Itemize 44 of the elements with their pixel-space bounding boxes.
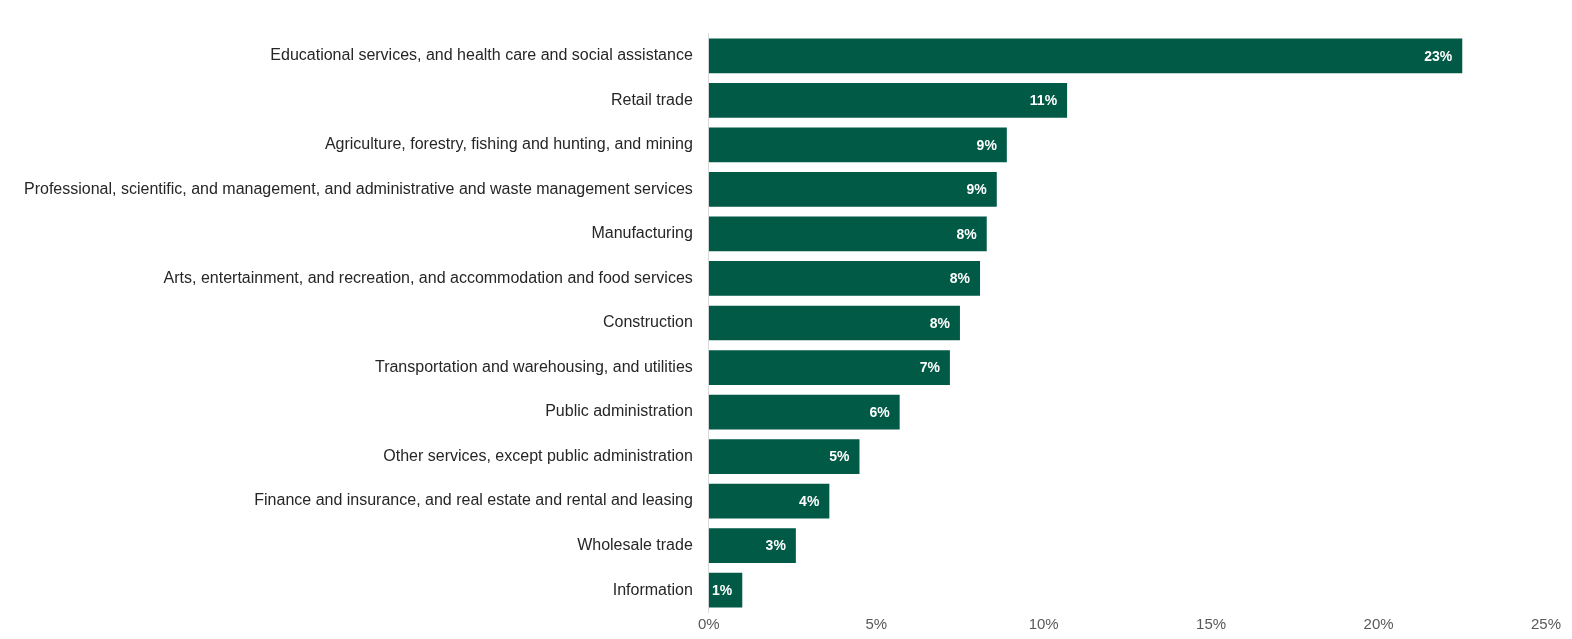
bar <box>708 127 1007 163</box>
y-tick-label: Construction <box>602 313 693 331</box>
bar <box>708 261 981 296</box>
y-tick-label: Public administration <box>545 402 693 420</box>
y-tick-label: Arts, entertainment, and recreation, and accommodation and food services <box>163 268 693 286</box>
y-tick-label: Transportation and warehousing, and utilities <box>374 357 693 375</box>
bar <box>708 483 830 519</box>
x-tick-label: 25% <box>1530 614 1561 632</box>
y-tick-label: Information <box>612 580 693 598</box>
data-label: 1% <box>712 582 733 598</box>
y-tick-label: Wholesale trade <box>577 536 693 554</box>
x-tick-label: 5% <box>865 614 888 632</box>
bar <box>708 528 796 563</box>
y-tick-label: Manufacturing <box>591 224 693 242</box>
x-tick-label: 10% <box>1028 614 1059 632</box>
data-label: 9% <box>976 136 998 153</box>
bar <box>708 216 987 252</box>
data-label: 3% <box>765 537 787 554</box>
x-tick-label: 15% <box>1196 614 1227 632</box>
bar <box>708 350 950 385</box>
data-label: 8% <box>929 314 951 331</box>
data-label: 23% <box>1424 47 1453 64</box>
y-tick-label: Other services, except public administration <box>383 446 693 464</box>
y-tick-label: Educational services, and health care and social assistance <box>270 46 693 64</box>
data-label: 8% <box>956 225 978 242</box>
x-tick-label: 0% <box>697 614 720 632</box>
data-label: 5% <box>829 448 851 465</box>
y-tick-label: Professional, scientific, and management, and administrative and waste management services <box>23 179 693 197</box>
data-label: 11% <box>1029 92 1058 109</box>
bar <box>708 172 997 207</box>
data-label: 6% <box>869 403 891 420</box>
bar <box>708 305 960 341</box>
y-tick-label: Finance and insurance, and real estate and rental and leasing <box>254 491 693 509</box>
data-label: 4% <box>799 492 820 509</box>
bar <box>708 394 900 430</box>
y-tick-label: Agriculture, forestry, fishing and hunting, and mining <box>324 135 693 153</box>
bar <box>708 439 860 474</box>
data-label: 8% <box>949 270 971 287</box>
data-label: 7% <box>919 359 941 376</box>
y-tick-label: Retail trade <box>610 90 693 108</box>
bar <box>708 83 1068 118</box>
data-label: 9% <box>966 181 988 198</box>
x-tick-label: 20% <box>1363 614 1394 632</box>
bar <box>708 38 1463 74</box>
